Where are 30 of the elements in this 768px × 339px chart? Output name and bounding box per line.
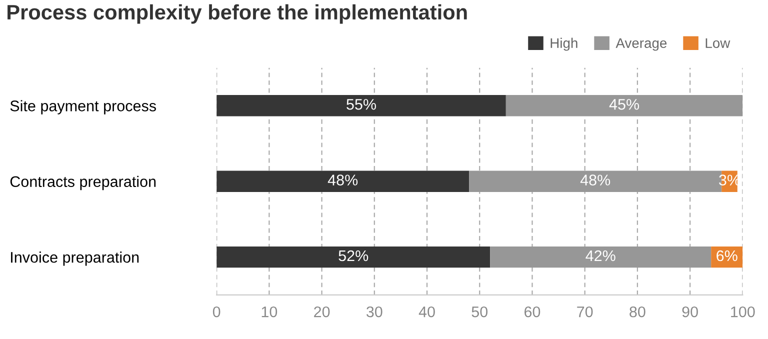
data-label: 45% — [609, 99, 640, 110]
y-tick-label: Site payment process — [10, 100, 156, 114]
data-label: 48% — [580, 174, 610, 186]
x-tick-label: 60 — [524, 306, 540, 318]
x-tick-label: 10 — [262, 306, 278, 318]
x-tick-label: 0 — [212, 306, 220, 318]
bar — [490, 246, 712, 268]
chart-title: Process complexity before the implementation — [8, 4, 467, 24]
legend-label: Low — [706, 38, 730, 48]
data-label: 52% — [338, 250, 368, 262]
x-tick-label: 80 — [630, 306, 646, 318]
x-tick-label: 100 — [731, 306, 755, 318]
data-label: 48% — [328, 174, 358, 186]
x-tick-label: 30 — [366, 306, 382, 318]
x-tick-label: 90 — [682, 306, 698, 318]
legend-label: Average — [616, 38, 667, 51]
x-tick-label: 50 — [472, 306, 488, 318]
y-tick-label: Contracts preparation — [10, 176, 156, 190]
data-label: 55% — [346, 99, 376, 110]
bar — [506, 95, 743, 116]
x-tick-label: 70 — [577, 306, 593, 318]
bar — [216, 170, 470, 192]
y-tick-label: Invoice preparation — [11, 252, 139, 266]
data-label: 6% — [716, 250, 738, 262]
x-tick-label: 20 — [314, 306, 330, 318]
bar — [216, 95, 506, 116]
x-tick-label: 40 — [418, 306, 435, 318]
legend-label: High — [550, 38, 578, 51]
bar — [216, 246, 490, 268]
data-label: 42% — [586, 250, 616, 262]
